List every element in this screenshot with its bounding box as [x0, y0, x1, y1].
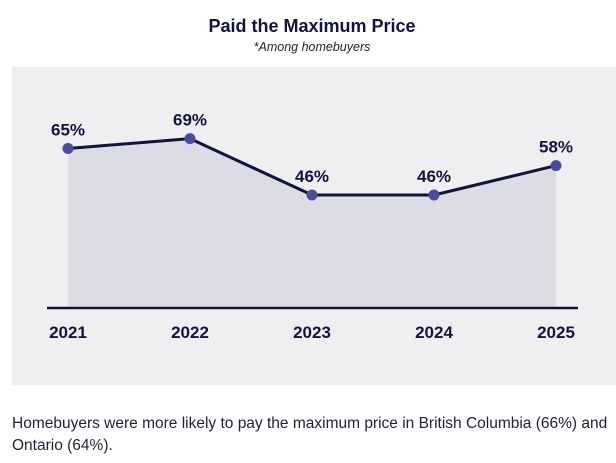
line-chart: 65% 2021 69% 2022 46% 2023 46% 2024 58% 2025	[47, 111, 578, 342]
data-label-2024: 46%	[417, 167, 451, 186]
x-tick-label-2022: 2022	[171, 323, 209, 342]
x-tick-label-2025: 2025	[537, 323, 575, 342]
data-label-2025: 58%	[539, 138, 573, 157]
x-tick-label-2023: 2023	[293, 323, 331, 342]
data-label-2023: 46%	[295, 167, 329, 186]
x-tick-label-2021: 2021	[49, 323, 87, 342]
footnote-text: Homebuyers were more likely to pay the m…	[12, 415, 608, 454]
data-label-2022: 69%	[173, 111, 207, 130]
chart-subtitle: *Among homebuyers	[253, 40, 371, 54]
x-tick-label-2024: 2024	[415, 323, 453, 342]
data-point-2021	[62, 142, 74, 154]
data-point-2022	[184, 133, 196, 145]
data-point-2023	[306, 189, 318, 201]
data-point-2024	[428, 189, 440, 201]
data-point-2025	[550, 160, 562, 172]
area-fill	[68, 138, 556, 308]
data-label-2021: 65%	[51, 120, 85, 139]
chart-title: Paid the Maximum Price	[208, 16, 416, 36]
